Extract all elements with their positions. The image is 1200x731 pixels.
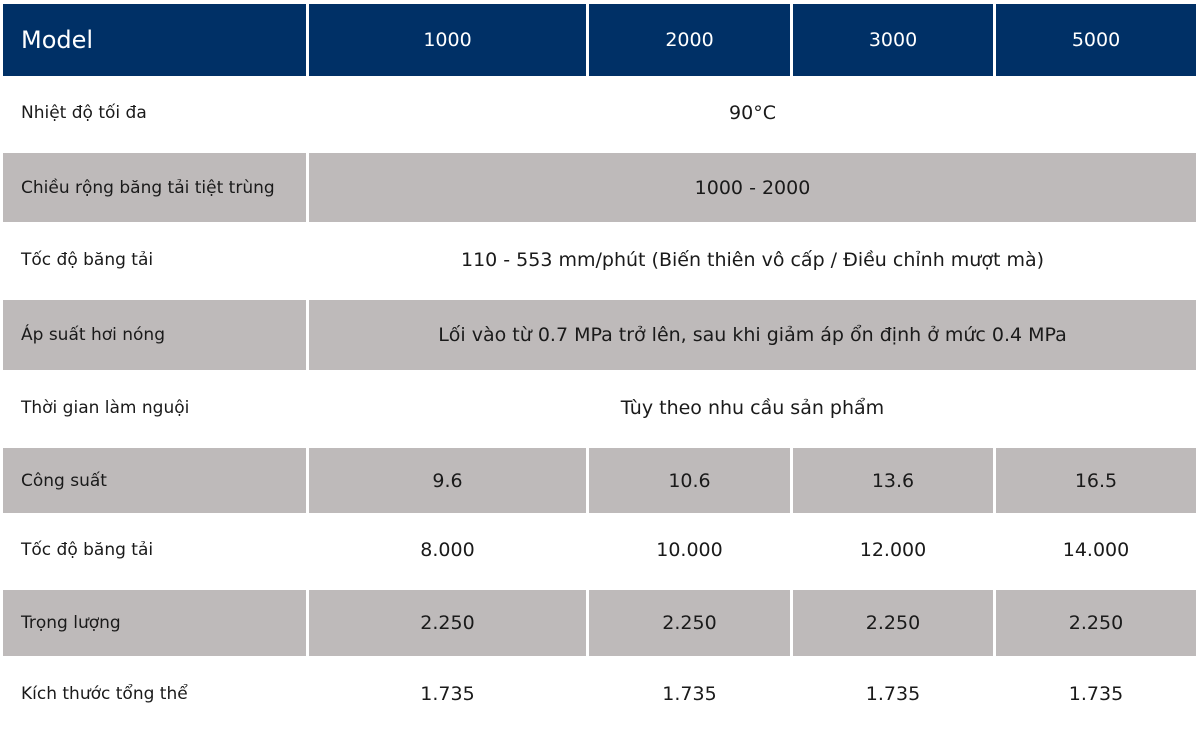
row-label: Tốc độ băng tải [21,249,154,270]
merged-cell: 90°C [729,102,776,124]
value-cell: 2.250 [589,590,790,656]
value-cell: 10.6 [589,448,790,513]
header-cell: 5000 [996,4,1196,76]
row-label: Kích thước tổng thể [21,683,188,704]
value-cell: 13.6 [793,448,993,513]
value-cell: 9.6 [309,448,586,513]
merged-cell: 1000 - 2000 [309,153,1196,222]
merged-cell: Tùy theo nhu cầu sản phẩm [620,397,885,419]
merged-cell: 110 - 553 mm/phút (Biến thiên vô cấp / Đ… [460,248,1045,271]
row-label: Áp suất hơi nóng [3,300,306,370]
row-label: Thời gian làm nguội [21,398,190,418]
header-cell: 3000 [793,4,993,76]
value-cell: 1.735 [865,682,921,705]
row-label: Công suất [3,448,306,513]
row-label: Chiều rộng băng tải tiệt trùng [3,153,306,222]
header-cell: 2000 [589,4,790,76]
value-cell: 1.735 [420,682,475,705]
value-cell: 14.000 [1062,539,1130,561]
header-label: Model [3,4,306,76]
value-cell: 16.5 [996,448,1196,513]
merged-cell: Lối vào từ 0.7 MPa trở lên, sau khi giảm… [309,300,1196,370]
value-cell: 2.250 [309,590,586,656]
value-cell: 8.000 [420,539,475,561]
value-cell: 2.250 [996,590,1196,656]
value-cell: 10.000 [656,539,723,561]
value-cell: 12.000 [859,539,927,561]
value-cell: 2.250 [793,590,993,656]
value-cell: 1.735 [662,682,717,705]
row-label: Trọng lượng [3,590,306,656]
row-label: Nhiệt độ tối đa [21,103,147,123]
value-cell: 1.735 [1068,682,1124,705]
row-label: Tốc độ băng tải [21,540,154,560]
header-cell: 1000 [309,4,586,76]
